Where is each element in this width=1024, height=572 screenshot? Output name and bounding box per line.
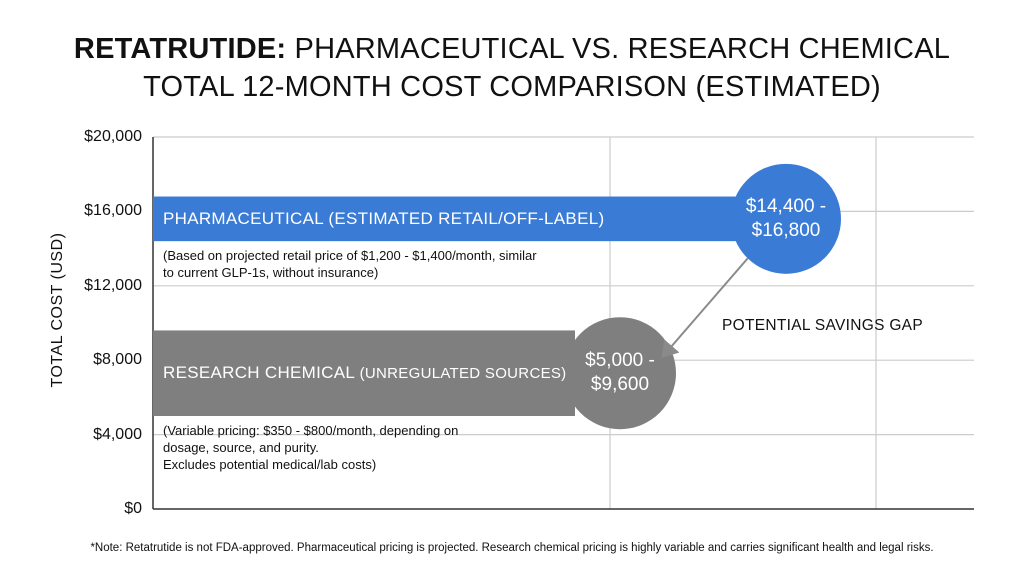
y-tick-label: $16,000: [84, 202, 142, 220]
pharmaceutical-range-value: $14,400 - $16,800: [746, 195, 826, 243]
y-tick-label: $4,000: [93, 425, 142, 443]
research-chemical-range-value: $5,000 - $9,600: [585, 349, 655, 397]
research-chemical-bar-label: RESEARCH CHEMICAL (UNREGULATED SOURCES): [163, 363, 566, 383]
research-chemical-label-qualifier: (UNREGULATED SOURCES): [355, 365, 567, 383]
chart-title-line2: TOTAL 12-MONTH COST COMPARISON (ESTIMATE…: [143, 71, 881, 103]
research-chemical-range-value-line2: $9,600: [590, 374, 650, 396]
y-tick-label: $0: [124, 500, 142, 517]
y-tick-label: $8,000: [93, 351, 142, 369]
research-chemical-note-line: Excludes potential medical/lab costs): [163, 457, 377, 472]
pharmaceutical-bar-label: PHARMACEUTICAL (ESTIMATED RETAIL/OFF-LAB…: [163, 209, 604, 229]
y-tick-label: $20,000: [84, 128, 142, 145]
research-chemical-range-bar: [153, 330, 575, 416]
pharmaceutical-note: (Based on projected retail price of $1,2…: [163, 247, 537, 281]
research-chemical-note: (Variable pricing: $350 - $800/month, de…: [163, 422, 458, 473]
pharmaceutical-note-line: to current GLP-1s, without insurance): [163, 265, 379, 281]
savings-gap-arrow: [661, 257, 749, 359]
research-chemical-note-line: (Variable pricing: $350 - $800/month, de…: [163, 423, 459, 438]
pharmaceutical-range-bar: [153, 196, 738, 242]
pharmaceutical-range-value-line1: $14,400 -: [745, 195, 827, 217]
research-chemical-range-value-line1: $5,000 -: [585, 350, 655, 372]
research-chemical-range-circle: [564, 317, 676, 430]
pharmaceutical-range-value-line2: $16,800: [751, 219, 821, 241]
research-chemical-label-main: RESEARCH CHEMICAL: [163, 363, 356, 383]
chart-title-rest: PHARMACEUTICAL VS. RESEARCH CHEMICAL: [294, 33, 951, 65]
pharmaceutical-note-line: (Based on projected retail price of $1,2…: [163, 248, 537, 264]
pharmaceutical-label-main: PHARMACEUTICAL (ESTIMATED RETAIL/OFF-LAB…: [163, 208, 605, 228]
footnote: *Note: Retatrutide is not FDA-approved. …: [90, 542, 934, 554]
research-chemical-note-line: dosage, source, and purity.: [163, 440, 319, 455]
savings-gap-annotation: POTENTIAL SAVINGS GAP: [722, 317, 923, 334]
chart-title-line1: RETATRUTIDE: PHARMACEUTICAL VS. RESEARCH…: [0, 30, 1024, 68]
chart-title-bold: RETATRUTIDE:: [73, 33, 287, 65]
y-tick-label: $12,000: [84, 276, 142, 294]
pharmaceutical-range-circle: [731, 163, 841, 274]
